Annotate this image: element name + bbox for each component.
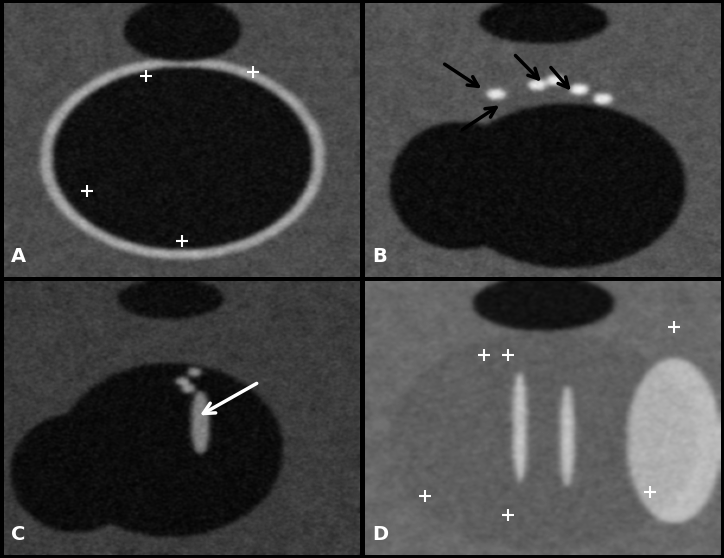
Text: C: C — [11, 525, 25, 544]
Text: A: A — [11, 247, 26, 266]
Text: D: D — [372, 525, 388, 544]
Text: B: B — [372, 247, 387, 266]
